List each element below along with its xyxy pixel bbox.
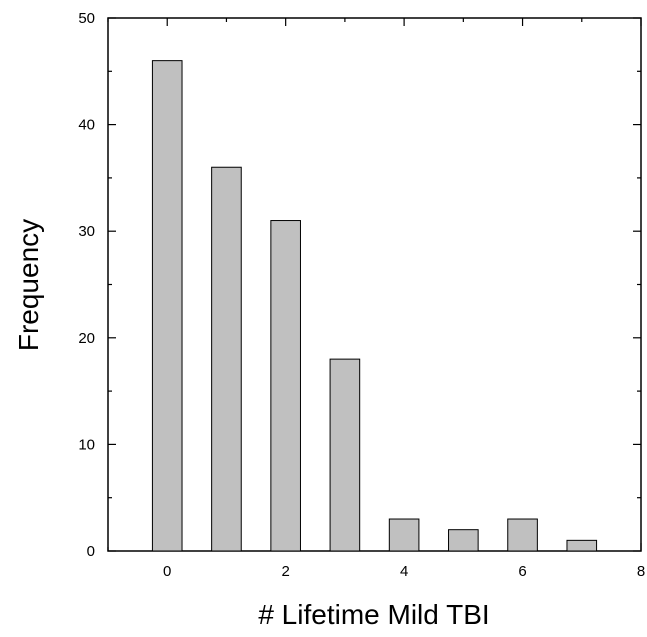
y-tick-label: 0 [87, 543, 95, 560]
y-tick-label: 10 [78, 436, 95, 453]
bar-1 [211, 166, 242, 552]
x-tick-labels: 0 2 4 6 8 [163, 563, 645, 580]
y-axis-title: Frequency [13, 219, 44, 351]
y-tick-labels: 0 10 20 30 40 50 [78, 10, 95, 560]
x-axis-title: # Lifetime Mild TBI [258, 599, 489, 630]
bar-0 [151, 60, 183, 552]
y-tick-label: 30 [78, 223, 95, 240]
bar-5 [448, 529, 479, 552]
bar-series [151, 60, 598, 552]
bar-4 [388, 518, 420, 552]
y-tick-label: 40 [78, 117, 95, 134]
x-tick-label: 0 [163, 563, 171, 580]
x-tick-label: 6 [518, 563, 526, 580]
plot-frame [107, 17, 642, 552]
x-tick-label: 8 [637, 563, 645, 580]
bar-3 [329, 358, 361, 552]
y-tick-label: 20 [78, 330, 95, 347]
bar-2 [270, 220, 301, 552]
x-tick-label: 2 [281, 563, 289, 580]
bar-7 [566, 539, 598, 552]
axis-ticks [107, 17, 642, 552]
x-tick-label: 4 [400, 563, 408, 580]
bar-6 [507, 518, 538, 552]
y-tick-label: 50 [78, 10, 95, 27]
